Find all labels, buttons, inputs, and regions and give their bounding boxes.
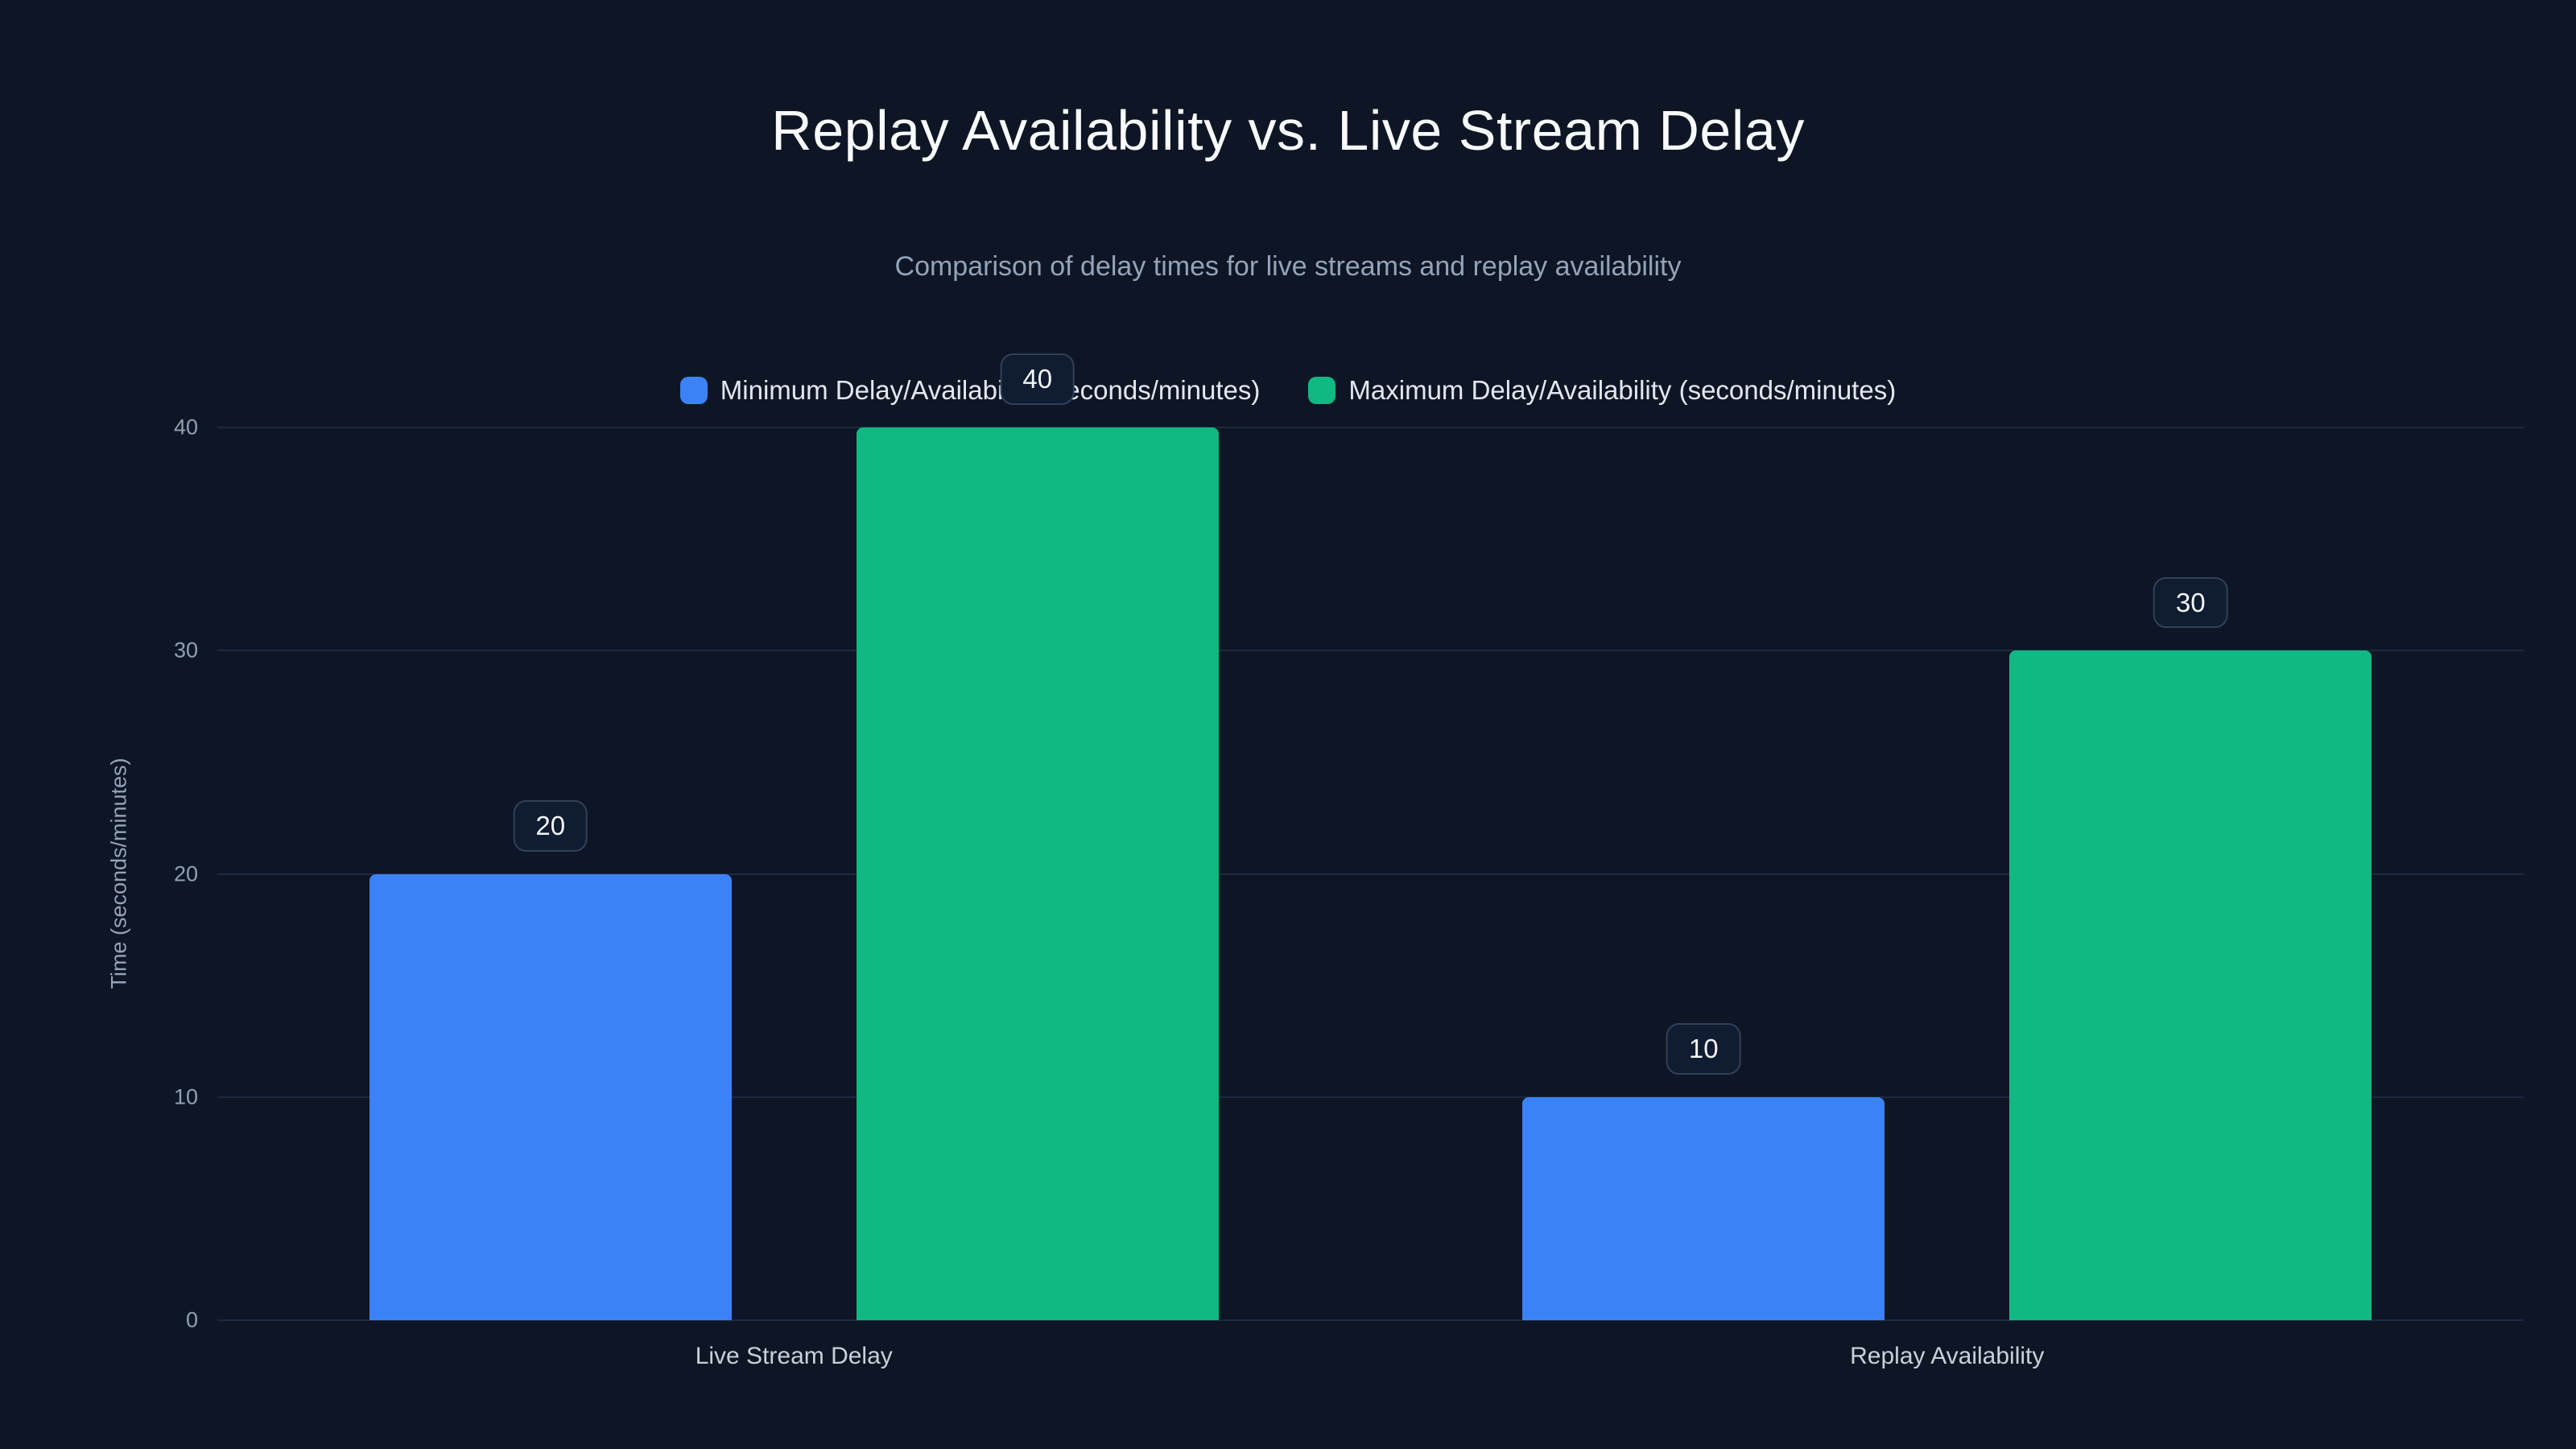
gridline [217, 873, 2524, 875]
gridline [217, 650, 2524, 652]
bar-slot: 20 [369, 427, 732, 1320]
legend: Minimum Delay/Availability (seconds/minu… [0, 375, 2576, 406]
bar-slot: 10 [1522, 427, 1885, 1320]
x-axis-category-label: Replay Availability [1850, 1343, 2045, 1369]
gridlines [217, 427, 2524, 1321]
plot-area: 20 40 10 30 [217, 353, 2524, 1321]
gridline [217, 1319, 2524, 1321]
bar-value-label: 40 [1000, 353, 1075, 405]
bar[interactable] [1522, 1096, 1885, 1320]
bar[interactable] [369, 873, 732, 1320]
bar-slot: 30 [2009, 427, 2372, 1320]
y-tick-label: 30 [173, 638, 198, 663]
y-tick-label: 10 [173, 1084, 198, 1109]
bar-value-label: 20 [513, 799, 588, 852]
bar-group: 20 40 [217, 353, 1371, 1320]
y-tick-label: 0 [185, 1307, 198, 1332]
legend-item-label: Minimum Delay/Availability (seconds/minu… [720, 375, 1261, 405]
bar-value-label: 10 [1666, 1023, 1741, 1075]
bar[interactable] [2009, 650, 2372, 1320]
y-axis-ticks: 0 10 20 30 40 [129, 415, 198, 1332]
y-axis-label: Time (seconds/minutes) [106, 758, 131, 989]
legend-item[interactable]: Maximum Delay/Availability (seconds/minu… [1308, 375, 1896, 406]
legend-swatch [679, 377, 708, 404]
legend-swatch [1308, 377, 1336, 404]
bar-slot: 40 [856, 353, 1219, 1320]
x-axis-labels: Live Stream Delay Replay Availability [217, 1343, 2524, 1370]
bar-groups: 20 40 10 30 [217, 353, 2524, 1320]
chart-title: Replay Availability vs. Live Stream Dela… [771, 99, 1805, 162]
gridline [217, 1096, 2524, 1098]
legend-item-label: Maximum Delay/Availability (seconds/minu… [1348, 375, 1897, 405]
x-axis-category-label: Live Stream Delay [695, 1343, 893, 1369]
gridline [217, 427, 2524, 428]
bar-group: 10 30 [1371, 427, 2524, 1320]
bar-value-label: 30 [2153, 576, 2228, 629]
chart-subtitle: Comparison of delay times for live strea… [894, 251, 1682, 282]
y-tick-label: 20 [173, 861, 198, 886]
legend-item[interactable]: Minimum Delay/Availability (seconds/minu… [679, 375, 1261, 406]
bar[interactable] [856, 427, 1219, 1320]
y-tick-label: 40 [173, 415, 198, 440]
